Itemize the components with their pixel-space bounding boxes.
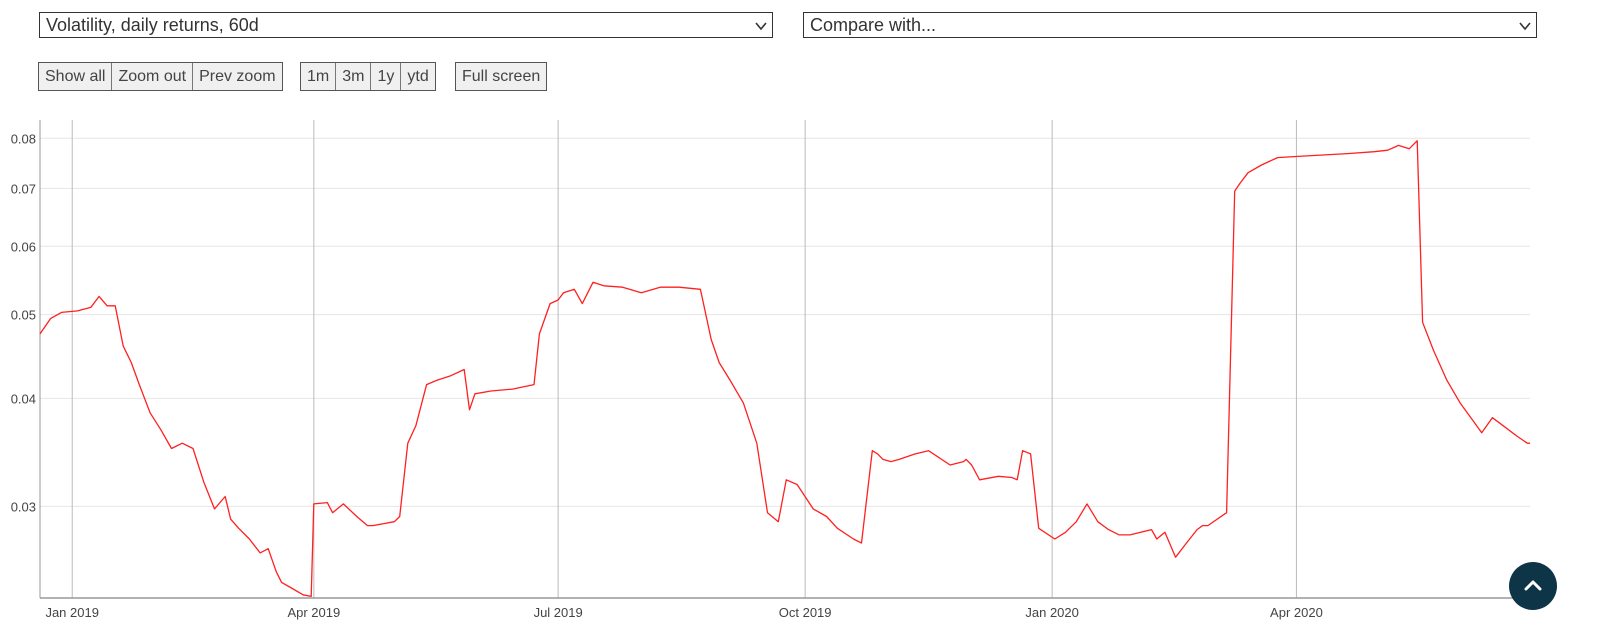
x-tick-label: Jul 2019 [534,605,583,620]
y-tick-label: 0.04 [11,391,36,406]
range-1m-button[interactable]: 1m [301,63,337,90]
show-all-button[interactable]: Show all [39,63,113,90]
y-tick-label: 0.08 [11,131,36,146]
scroll-to-top-button[interactable] [1509,562,1557,610]
prev-zoom-button[interactable]: Prev zoom [199,68,276,85]
compare-select[interactable]: Compare with... [803,12,1537,38]
full-screen-button[interactable]: Full screen [462,68,541,85]
range-ytd-button[interactable]: ytd [407,68,429,85]
chevron-up-icon [1524,580,1542,591]
axis-layer [39,120,1530,599]
chevron-down-icon [755,22,767,31]
x-tick-label: Apr 2019 [287,605,340,620]
metric-select[interactable]: Volatility, daily returns, 60d [39,12,773,38]
grid-layer [40,120,1530,598]
range-1y-button[interactable]: 1y [371,63,402,90]
chevron-down-icon [1519,22,1531,31]
x-tick-label: Jan 2019 [45,605,99,620]
x-tick-label: Apr 2020 [1270,605,1323,620]
y-tick-label: 0.06 [11,239,36,254]
y-tick-label: 0.05 [11,308,36,323]
x-tick-label: Jan 2020 [1025,605,1079,620]
y-tick-label: 0.03 [11,499,36,514]
range-button-group: 1m 3m 1y ytd [300,62,436,91]
zoom-out-button[interactable]: Zoom out [112,63,194,90]
metric-select-value: Volatility, daily returns, 60d [46,15,259,35]
series-layer [39,140,1530,598]
range-3m-button[interactable]: 3m [336,63,372,90]
fullscreen-button-group: Full screen [455,62,548,91]
y-tick-label: 0.07 [11,181,36,196]
zoom-button-group: Show all Zoom out Prev zoom [38,62,283,91]
label-layer: 0.03 0.04 0.05 0.06 0.07 0.08 Jan 2019 Apr 2019… [11,131,1323,620]
series-line [39,140,1530,598]
compare-select-value: Compare with... [810,15,937,35]
x-tick-label: Oct 2019 [779,605,832,620]
